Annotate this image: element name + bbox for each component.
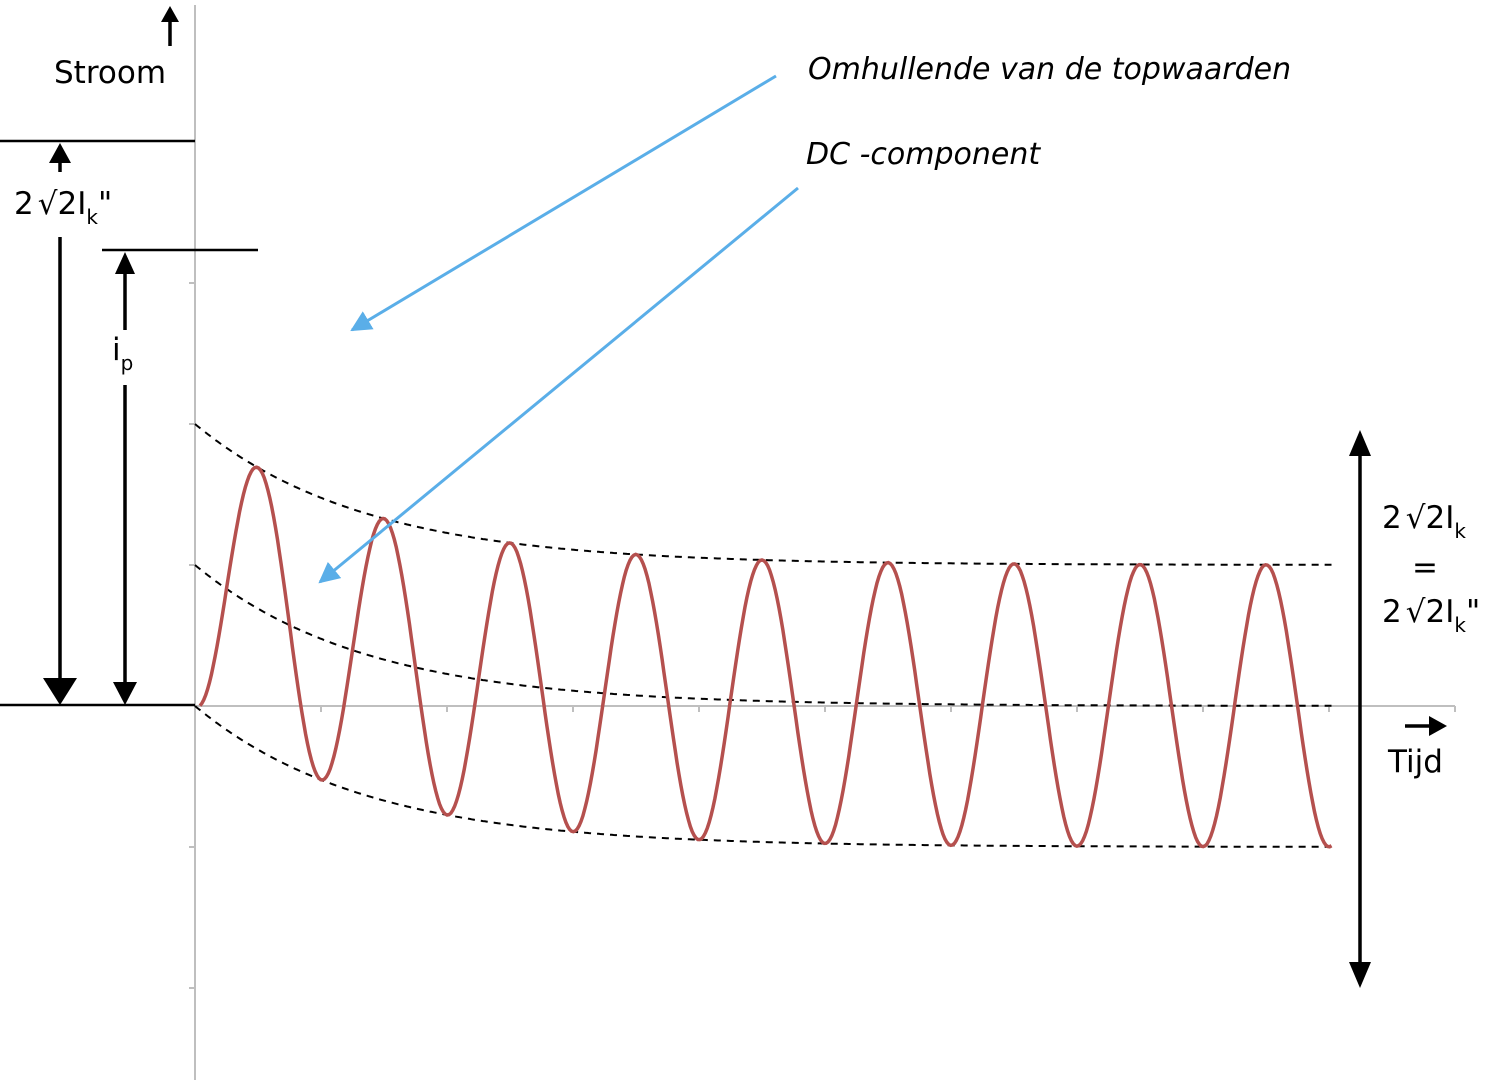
steady-state-label-top: 2 √2Ik [1382,500,1466,543]
envelope-annotation-arrow [350,74,777,332]
dc-component-annotation: DC -component [806,137,1041,172]
steady-state-dimension-arrow [1349,430,1371,988]
y-axis-title: Stroom [54,55,166,91]
initial-peak-dimension-arrow [43,143,77,705]
lower-envelope-curve [194,705,1332,848]
dc-annotation-arrow [318,186,799,584]
short-circuit-current-waveform [198,465,1333,849]
ip-label: ip [112,332,133,375]
steady-state-label-bottom: 2 √2Ik" [1382,594,1480,637]
envelope-annotation: Omhullende van de topwaarden [808,52,1291,87]
y-axis-arrow-icon [161,6,179,46]
y-axis-ticks [189,282,195,989]
x-axis-arrow-icon [1405,716,1447,736]
initial-peak-label: 2 √2Ik" [14,186,112,229]
steady-state-equals: = [1412,550,1438,586]
ip-dimension-arrow [113,252,137,705]
dc-component-curve [194,564,1332,707]
x-axis-title: Tijd [1387,744,1443,780]
x-axis-ticks [320,706,1456,712]
